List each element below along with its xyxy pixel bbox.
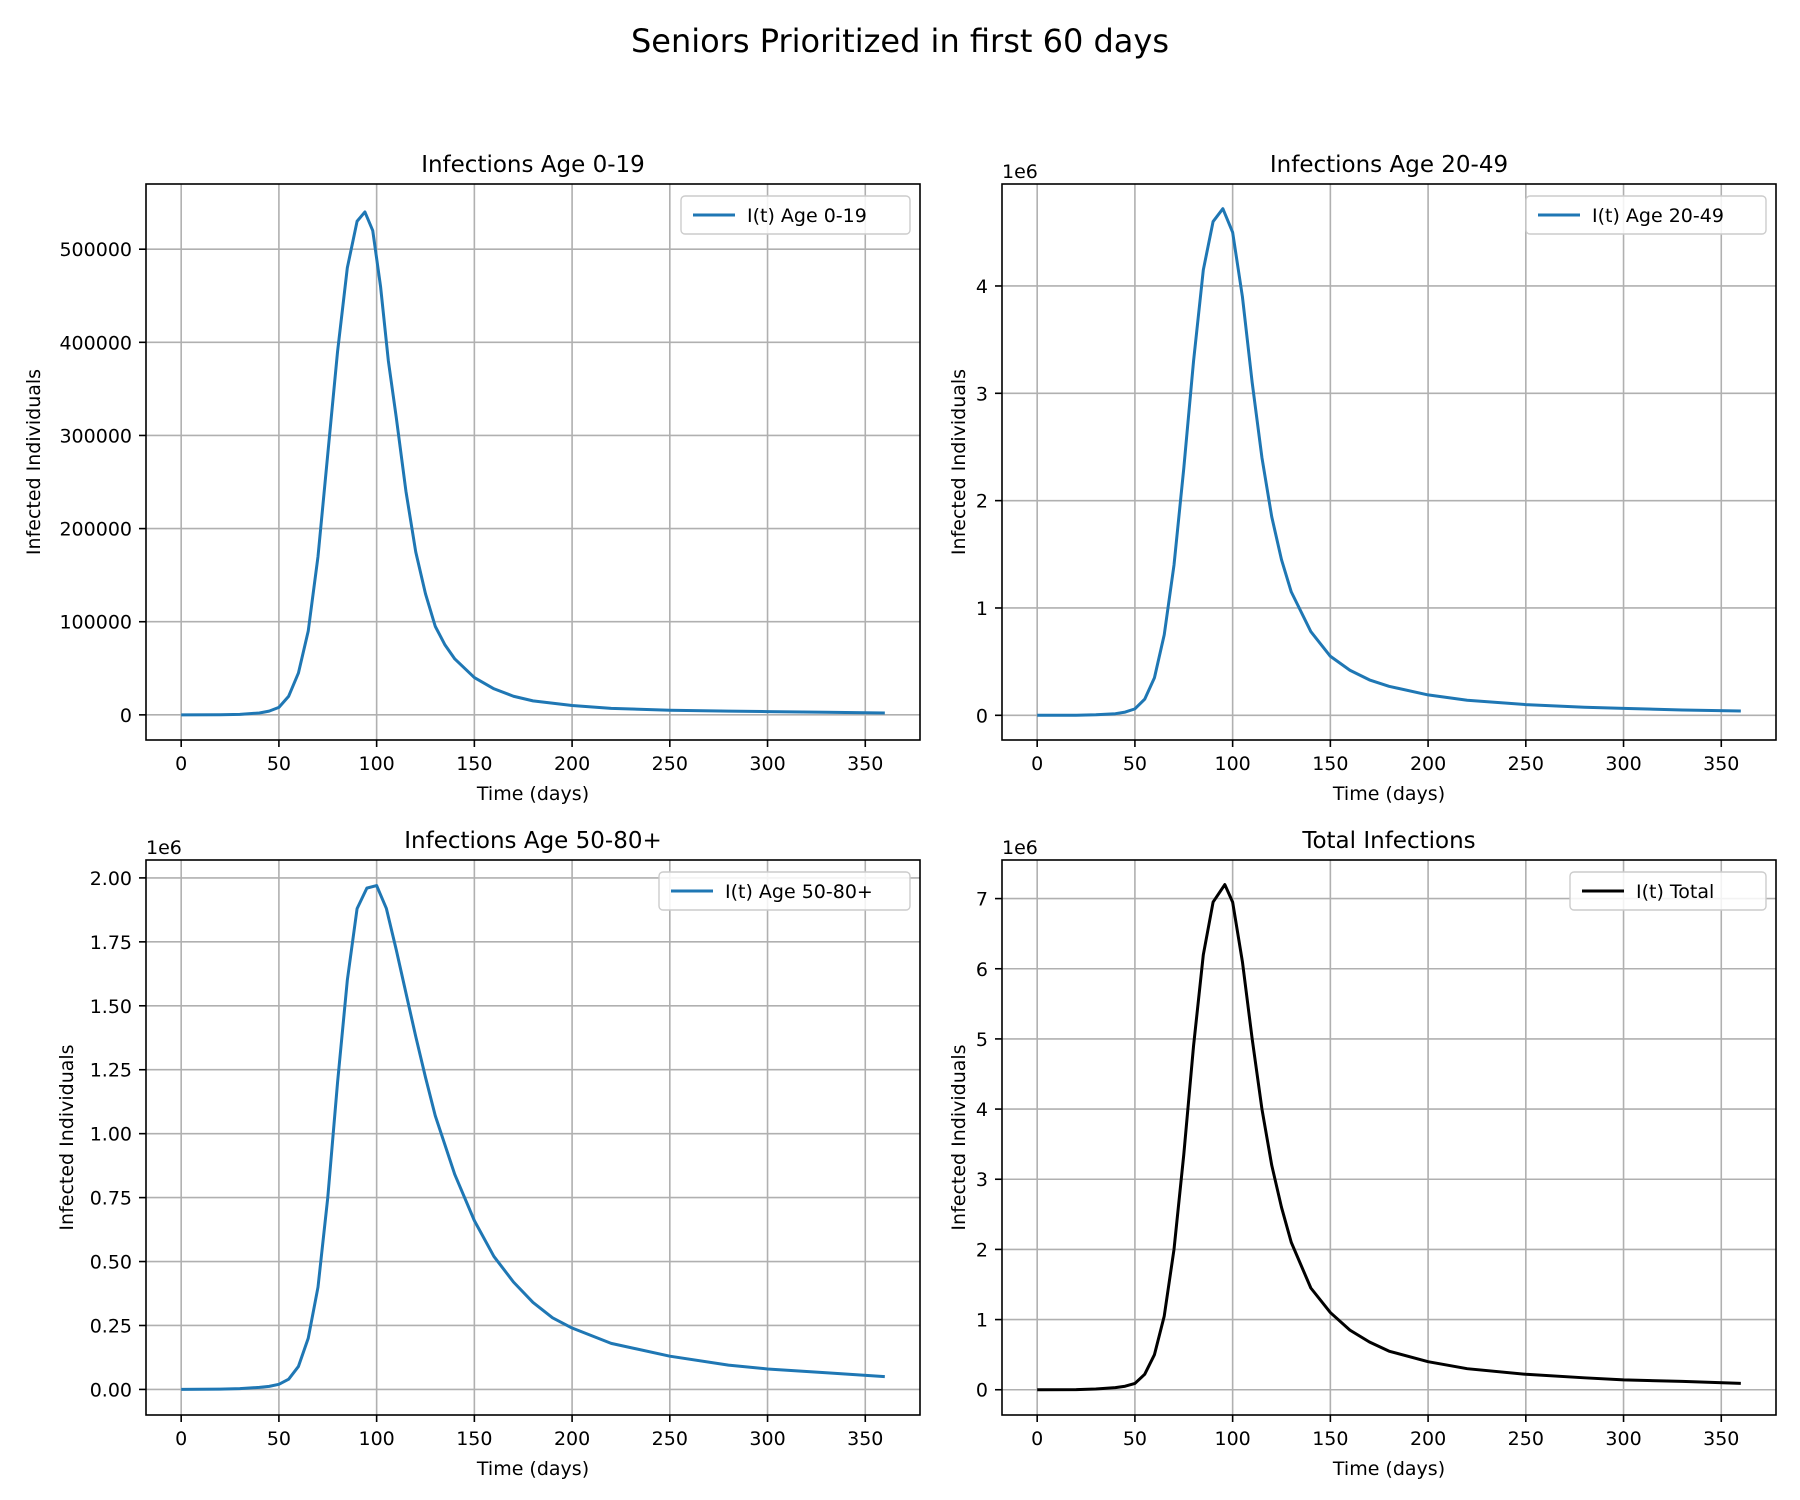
y-axis-label: Infected Individuals [948,1044,970,1230]
x-tick-label: 150 [1312,1428,1348,1450]
axes-frame [1001,859,1777,1416]
series-line-i-t-age-20-49 [1037,207,1741,717]
x-tick-label: 300 [749,1428,785,1450]
x-tick-label: 150 [1312,753,1348,775]
x-tick-label: 350 [1703,753,1739,775]
series-line-i-t-age-0-19 [181,210,885,717]
y-axis-label: Infected Individuals [56,1044,78,1230]
chart-title: Infections Age 0-19 [421,152,645,178]
y-tick-label: 500000 [59,239,132,261]
y-tick-label: 3 [976,1169,988,1191]
x-tick-label: 250 [652,1428,688,1450]
legend-label: I(t) Age 20-49 [1592,205,1724,227]
x-tick-label: 0 [175,1428,187,1450]
x-axis-label: Time (days) [476,783,589,805]
y-tick-label: 2 [976,1239,988,1261]
x-tick-label: 50 [267,753,291,775]
y-tick-label: 5 [976,1029,988,1051]
y-tick-label: 300000 [59,425,132,447]
y-tick-label: 1.75 [90,932,132,954]
chart-panel-4: 0 50 100 150 200 250 300 350 0 1 2 3 4 5 6 7 Total Infec… [948,828,1777,1480]
y-tick-label: 400000 [59,332,132,354]
legend-box [1569,871,1767,911]
legend-label: I(t) Total [1636,881,1714,903]
x-tick-label: 200 [1410,753,1446,775]
x-tick-label: 300 [1605,1428,1641,1450]
y-tick-label: 2 [976,491,988,513]
y-tick-label: 0 [976,1380,988,1402]
y-tick-label: 0 [120,705,132,727]
x-tick-label: 350 [1703,1428,1739,1450]
legend-box [658,871,911,911]
x-tick-label: 50 [1123,753,1147,775]
y-tick-label: 0.00 [90,1379,132,1401]
x-axis-label: Time (days) [1332,783,1445,805]
x-tick-label: 250 [1508,753,1544,775]
x-tick-label: 100 [359,753,395,775]
y-offset-label: 1e6 [1002,161,1038,183]
x-tick-label: 250 [652,753,688,775]
legend-label: I(t) Age 0-19 [747,205,867,227]
y-offset-label: 1e6 [146,837,182,859]
x-tick-label: 0 [175,753,187,775]
y-tick-label: 1 [976,598,988,620]
y-tick-label: 6 [976,959,988,981]
y-tick-label: 1.00 [90,1124,132,1146]
legend-label: I(t) Age 50-80+ [725,881,873,903]
chart-title: Infections Age 50-80+ [404,828,662,854]
y-axis-label: Infected Individuals [948,369,970,555]
x-axis-label: Time (days) [476,1458,589,1480]
x-tick-label: 50 [267,1428,291,1450]
x-tick-label: 250 [1508,1428,1544,1450]
axes-frame [145,859,921,1416]
y-tick-label: 7 [976,889,988,911]
y-tick-label: 2.00 [90,868,132,890]
x-tick-label: 50 [1123,1428,1147,1450]
x-tick-label: 150 [456,1428,492,1450]
x-tick-label: 200 [554,1428,590,1450]
series-line-i-t-age-50-80 [181,884,885,1391]
x-tick-label: 0 [1031,1428,1043,1450]
x-axis-label: Time (days) [1332,1458,1445,1480]
y-tick-label: 200000 [59,519,132,541]
x-tick-label: 300 [749,753,785,775]
x-tick-label: 300 [1605,753,1641,775]
chart-title: Infections Age 20-49 [1270,152,1508,178]
x-tick-label: 100 [1215,753,1251,775]
chart-panel-2: 0 50 100 150 200 250 300 350 0 1 2 3 4 Infections Age… [948,152,1777,805]
x-tick-label: 350 [847,1428,883,1450]
y-tick-label: 0.25 [90,1315,132,1337]
x-tick-label: 100 [359,1428,395,1450]
chart-panel-3: 0 50 100 150 200 250 300 350 0.00 0.25 0.50 0.75 1.0… [56,828,921,1480]
series-line-i-t-total [1037,883,1741,1392]
y-tick-label: 4 [976,1099,988,1121]
y-tick-label: 3 [976,383,988,405]
y-tick-label: 4 [976,276,988,298]
x-tick-label: 200 [554,753,590,775]
y-tick-label: 1 [976,1310,988,1332]
legend-box [680,195,911,235]
y-axis-label: Infected Individuals [23,369,45,555]
x-tick-label: 350 [847,753,883,775]
y-tick-label: 0 [976,705,988,727]
axes-frame [145,183,921,741]
x-tick-label: 150 [456,753,492,775]
chart-panel-1: 0 50 100 150 200 250 300 350 0 100000 200000 300000… [23,152,921,805]
y-offset-label: 1e6 [1002,837,1038,859]
y-tick-label: 0.75 [90,1188,132,1210]
y-tick-label: 1.50 [90,996,132,1018]
figure-title: Seniors Prioritized in first 60 days [630,22,1170,60]
x-tick-label: 100 [1215,1428,1251,1450]
y-tick-label: 100000 [59,612,132,634]
x-tick-label: 0 [1031,753,1043,775]
x-tick-label: 200 [1410,1428,1446,1450]
axes-frame [1001,183,1777,741]
y-tick-label: 0.50 [90,1252,132,1274]
legend-box [1525,195,1767,235]
chart-title: Total Infections [1301,828,1475,854]
y-tick-label: 1.25 [90,1060,132,1082]
